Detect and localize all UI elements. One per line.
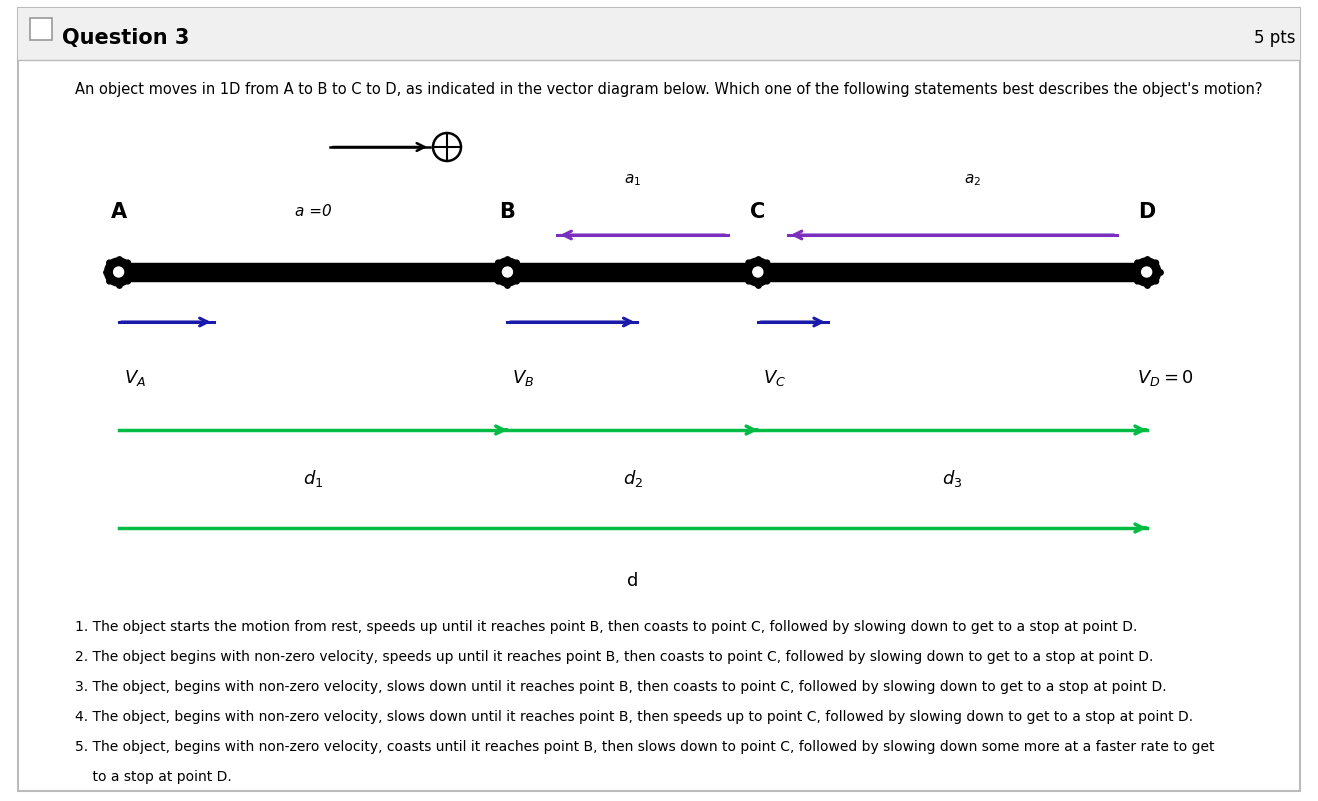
Text: An object moves in 1D from A to B to C to D, as indicated in the vector diagram : An object moves in 1D from A to B to C t… [75,82,1263,97]
Text: 2. The object begins with non-zero velocity, speeds up until it reaches point B,: 2. The object begins with non-zero veloc… [75,650,1153,664]
Bar [18,8,1300,60]
Text: $V_C$: $V_C$ [763,368,786,388]
Text: to a stop at point D.: to a stop at point D. [75,770,232,784]
Circle shape [753,267,763,277]
Text: d: d [627,572,638,590]
Circle shape [743,258,772,286]
Text: $a_1$: $a_1$ [625,172,641,188]
Circle shape [104,258,133,286]
Text: a =0: a =0 [295,204,331,219]
Text: Question 3: Question 3 [62,28,190,48]
Text: $d_3$: $d_3$ [942,468,962,489]
Text: $V_D=0$: $V_D=0$ [1136,368,1193,388]
Text: D: D [1137,202,1156,222]
Circle shape [1141,267,1152,277]
Bar [30,18,51,40]
Text: 5 pts: 5 pts [1255,29,1296,47]
Text: $V_B$: $V_B$ [513,368,535,388]
Circle shape [1132,258,1161,286]
Text: $a_2$: $a_2$ [963,172,981,188]
Text: $V_A$: $V_A$ [124,368,146,388]
Text: C: C [750,202,766,222]
Text: A: A [111,202,127,222]
Text: 4. The object, begins with non-zero velocity, slows down until it reaches point : 4. The object, begins with non-zero velo… [75,710,1193,724]
Circle shape [502,267,513,277]
Circle shape [113,267,124,277]
Text: B: B [500,202,515,222]
Text: 1. The object starts the motion from rest, speeds up until it reaches point B, t: 1. The object starts the motion from res… [75,620,1137,634]
Text: 5. The object, begins with non-zero velocity, coasts until it reaches point B, t: 5. The object, begins with non-zero velo… [75,740,1214,754]
Circle shape [493,258,522,286]
Text: $d_2$: $d_2$ [622,468,643,489]
Text: 3. The object, begins with non-zero velocity, slows down until it reaches point : 3. The object, begins with non-zero velo… [75,680,1166,694]
Text: $d_1$: $d_1$ [303,468,323,489]
